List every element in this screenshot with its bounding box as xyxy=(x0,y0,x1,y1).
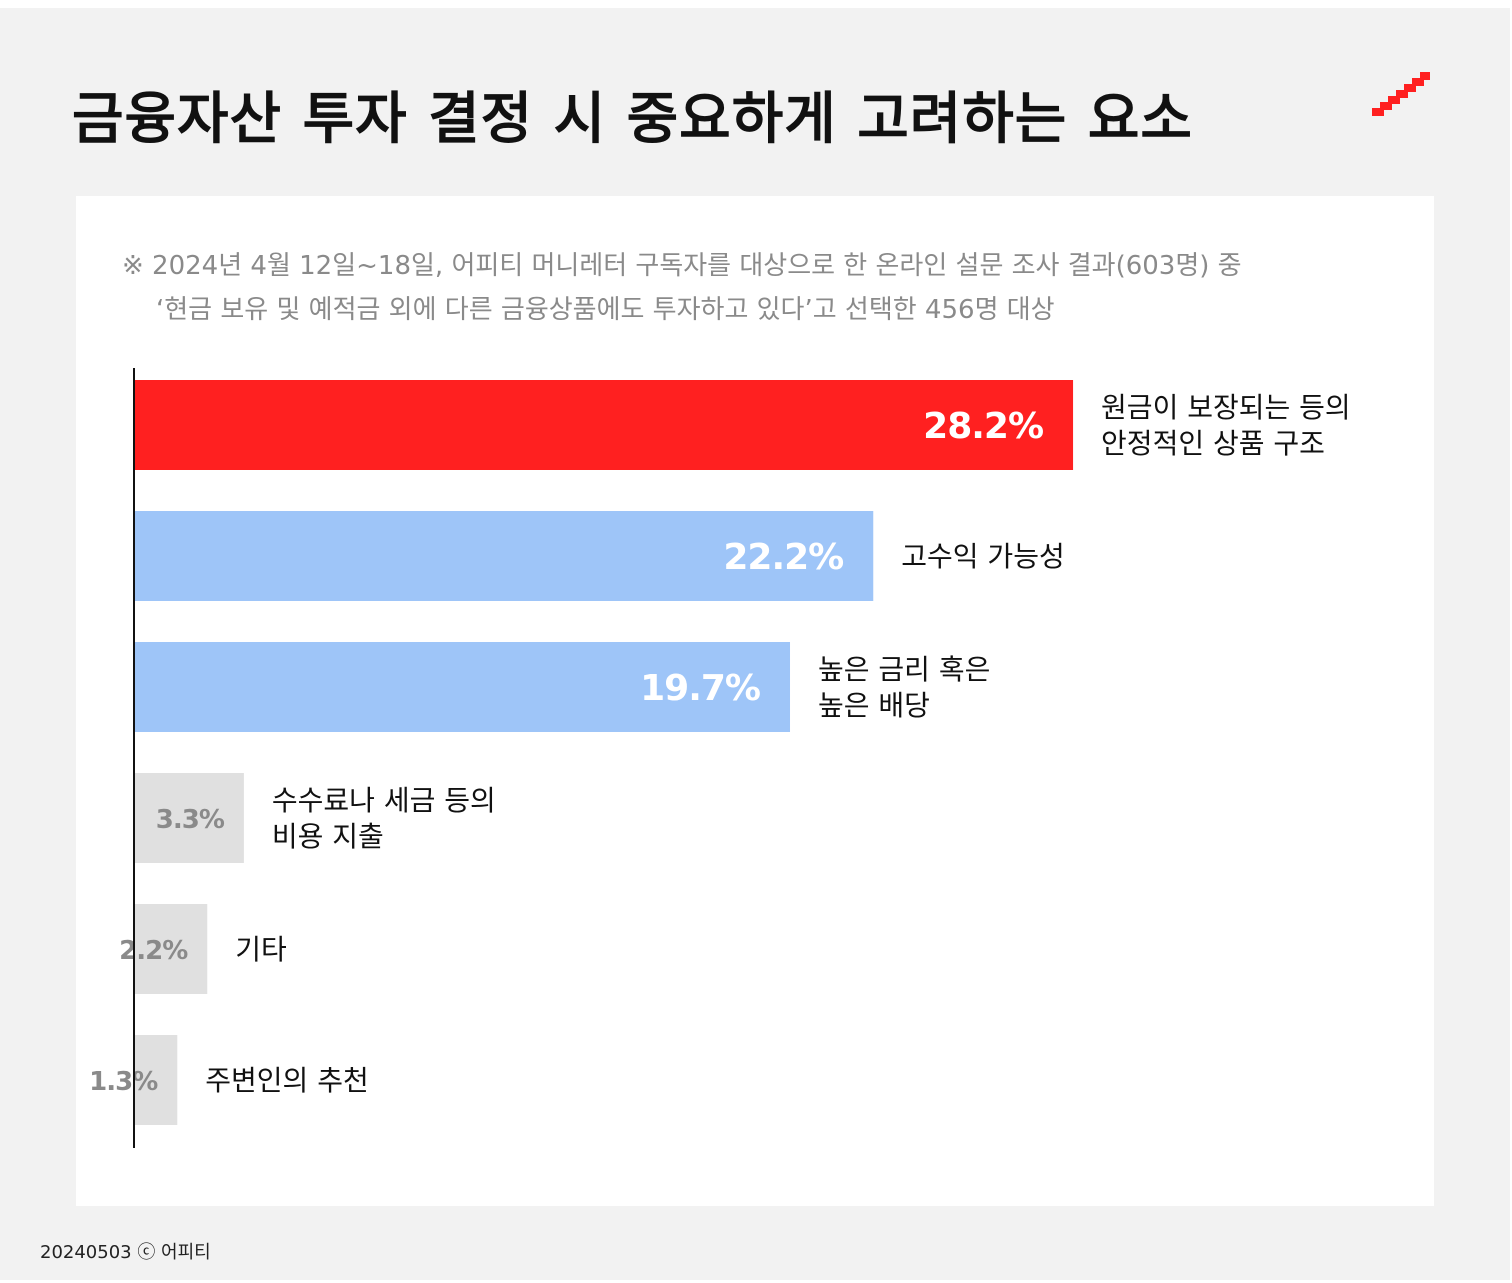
footer-credit: 20240503 ⓒ 어피티 xyxy=(40,1242,211,1263)
bar-5 xyxy=(134,904,208,994)
value-label-6: 1.3% xyxy=(89,1067,158,1097)
category-label-line: 원금이 보장되는 등의 xyxy=(1101,391,1351,424)
category-label-line: 안정적인 상품 구조 xyxy=(1101,427,1325,460)
category-label-line: 비용 지출 xyxy=(272,820,384,853)
category-label-line: 기타 xyxy=(235,933,287,966)
value-label-5: 2.2% xyxy=(119,936,188,966)
category-label-1: 원금이 보장되는 등의 안정적인 상품 구조 xyxy=(1101,391,1351,460)
category-label-line: 높은 배당 xyxy=(818,689,930,722)
category-label-2: 고수익 가능성 xyxy=(901,540,1064,573)
bar-6 xyxy=(134,1035,178,1125)
category-label-6: 주변인의 추천 xyxy=(205,1064,368,1097)
bar-1 xyxy=(134,380,1074,470)
page-title: 금융자산 투자 결정 시 중요하게 고려하는 요소 xyxy=(72,87,1193,152)
survey-note-line1: ※ 2024년 4월 12일~18일, 어피티 머니레터 구독자를 대상으로 한… xyxy=(122,251,1242,281)
bar-2 xyxy=(134,511,874,601)
value-label-2: 22.2% xyxy=(723,537,843,578)
category-label-line: 높은 금리 혹은 xyxy=(818,653,990,686)
category-label-line: 수수료나 세금 등의 xyxy=(272,784,496,817)
category-label-line: 고수익 가능성 xyxy=(901,540,1064,573)
stair-step-logo-icon xyxy=(1372,72,1430,116)
category-label-3: 높은 금리 혹은 높은 배당 xyxy=(818,653,990,722)
category-label-5: 기타 xyxy=(235,933,287,966)
category-label-line: 주변인의 추천 xyxy=(205,1064,368,1097)
value-label-3: 19.7% xyxy=(640,668,760,709)
bar-4 xyxy=(134,773,244,863)
survey-note-line2: ‘현금 보유 및 예적금 외에 다른 금융상품에도 투자하고 있다’고 선택한 … xyxy=(156,295,1055,325)
value-label-1: 28.2% xyxy=(923,406,1043,447)
category-label-4: 수수료나 세금 등의 비용 지출 xyxy=(272,784,496,853)
bar-3 xyxy=(134,642,791,732)
value-label-4: 3.3% xyxy=(156,805,225,835)
survey-note: ※ 2024년 4월 12일~18일, 어피티 머니레터 구독자를 대상으로 한… xyxy=(122,244,1242,332)
